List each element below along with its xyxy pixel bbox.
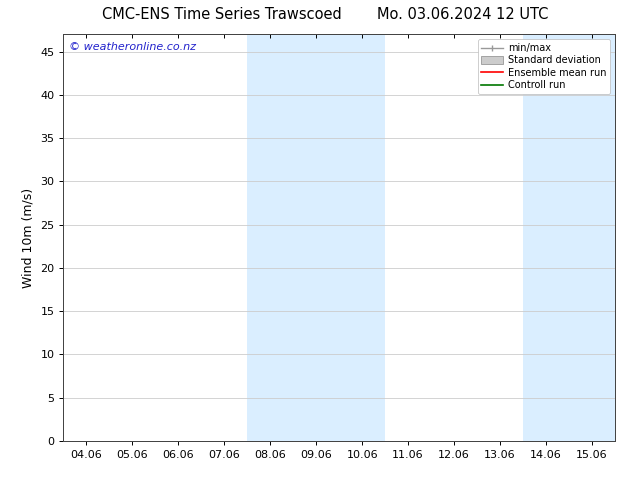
Bar (523, 34, 615, 441)
Text: Mo. 03.06.2024 12 UTC: Mo. 03.06.2024 12 UTC (377, 7, 548, 23)
Text: © weatheronline.co.nz: © weatheronline.co.nz (69, 43, 196, 52)
Bar (247, 34, 385, 441)
Legend: min/max, Standard deviation, Ensemble mean run, Controll run: min/max, Standard deviation, Ensemble me… (477, 39, 610, 94)
Text: CMC-ENS Time Series Trawscoed: CMC-ENS Time Series Trawscoed (102, 7, 342, 23)
Y-axis label: Wind 10m (m/s): Wind 10m (m/s) (22, 188, 35, 288)
